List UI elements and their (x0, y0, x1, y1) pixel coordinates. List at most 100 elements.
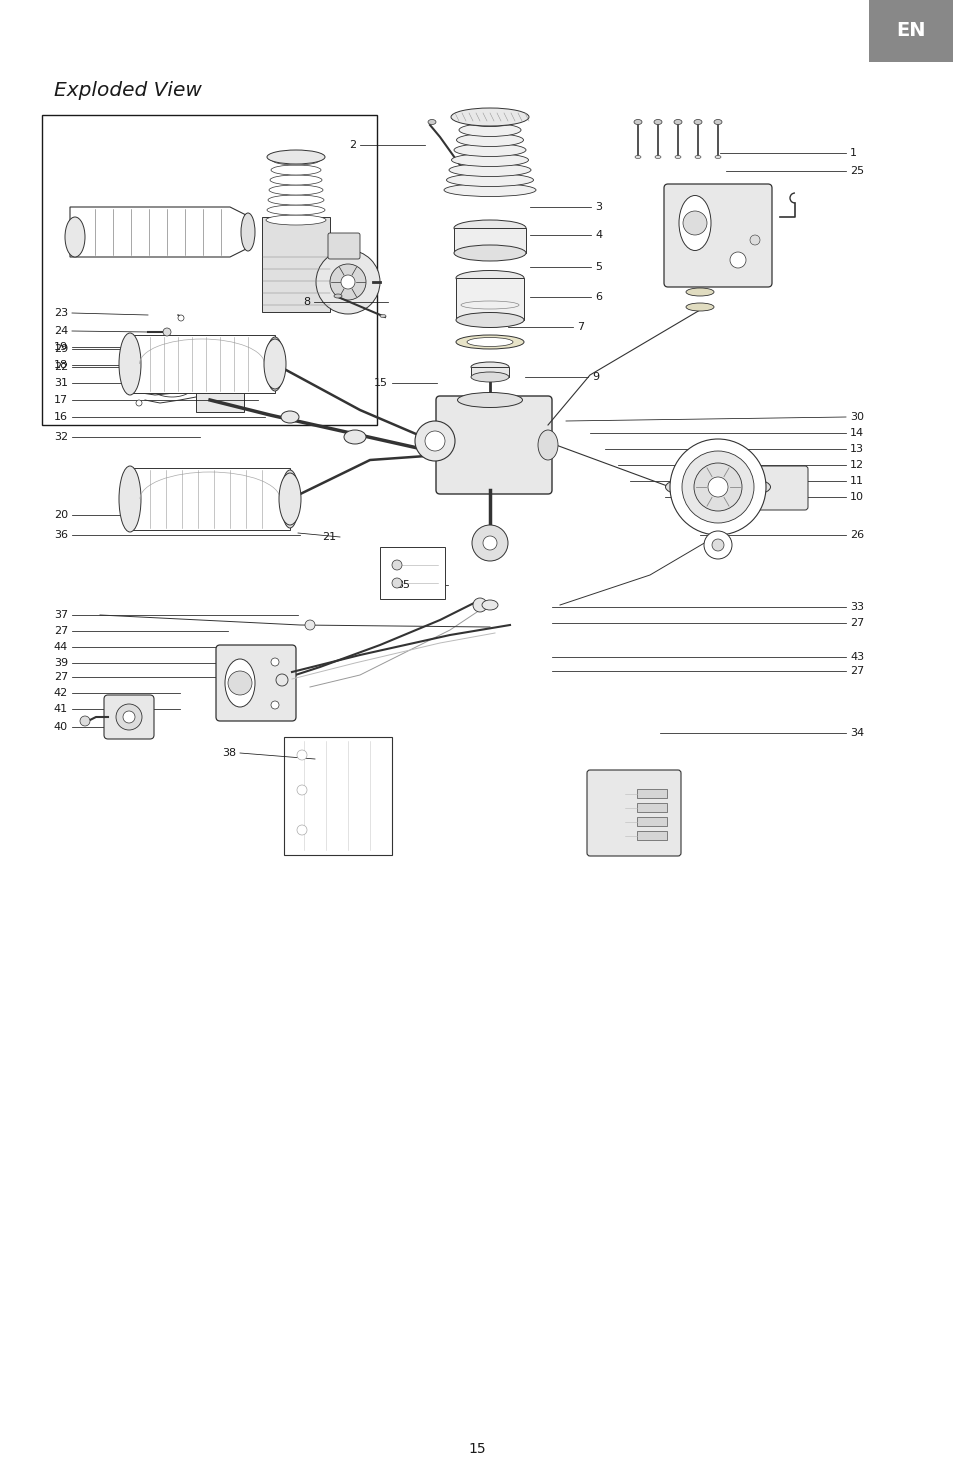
Text: 35: 35 (395, 580, 410, 590)
Ellipse shape (456, 134, 523, 146)
Ellipse shape (428, 119, 436, 124)
Bar (379, 547, 444, 599)
Ellipse shape (271, 165, 320, 176)
Ellipse shape (379, 314, 386, 317)
Text: 27: 27 (849, 667, 863, 676)
Circle shape (482, 535, 497, 550)
Circle shape (340, 274, 355, 289)
Ellipse shape (655, 155, 660, 158)
Ellipse shape (471, 372, 509, 382)
Circle shape (669, 440, 765, 535)
Text: 26: 26 (849, 530, 863, 540)
Ellipse shape (451, 108, 529, 125)
Bar (637, 817, 666, 826)
Text: 25: 25 (849, 167, 863, 176)
Circle shape (473, 597, 486, 612)
Text: 12: 12 (849, 460, 863, 471)
Circle shape (729, 252, 745, 268)
Text: 22: 22 (53, 361, 68, 372)
Text: 4: 4 (595, 230, 601, 240)
Circle shape (116, 704, 142, 730)
Text: 10: 10 (849, 493, 863, 502)
Ellipse shape (267, 205, 325, 215)
Text: 7: 7 (577, 322, 583, 332)
Circle shape (415, 420, 455, 462)
Circle shape (424, 431, 444, 451)
Ellipse shape (281, 471, 298, 528)
Text: 42: 42 (53, 687, 68, 698)
Ellipse shape (685, 288, 713, 296)
Bar (284, 738, 392, 856)
Ellipse shape (695, 155, 700, 158)
Text: 18: 18 (53, 360, 68, 370)
Ellipse shape (635, 155, 640, 158)
Ellipse shape (119, 333, 141, 395)
Ellipse shape (449, 164, 531, 177)
Ellipse shape (634, 119, 641, 124)
Text: 31: 31 (54, 378, 68, 388)
Text: 19: 19 (53, 342, 68, 353)
Text: 23: 23 (53, 308, 68, 319)
Ellipse shape (266, 215, 326, 226)
Ellipse shape (278, 473, 301, 525)
Circle shape (707, 476, 727, 497)
Text: 9: 9 (592, 372, 598, 382)
Ellipse shape (281, 412, 298, 423)
Text: 17: 17 (53, 395, 68, 406)
Text: 24: 24 (53, 326, 68, 336)
Ellipse shape (451, 153, 528, 167)
Circle shape (749, 235, 760, 245)
Circle shape (80, 715, 90, 726)
Circle shape (392, 578, 401, 589)
Bar (130, 468, 290, 530)
Text: 2: 2 (349, 140, 355, 150)
Bar (130, 335, 274, 392)
Ellipse shape (443, 183, 536, 196)
Text: 36: 36 (54, 530, 68, 540)
Bar (456, 277, 523, 320)
Ellipse shape (454, 220, 525, 236)
Ellipse shape (461, 114, 518, 127)
Text: 34: 34 (849, 729, 863, 738)
Ellipse shape (264, 339, 286, 389)
Text: 27: 27 (53, 673, 68, 681)
Text: 38: 38 (222, 748, 235, 758)
Circle shape (472, 525, 507, 560)
Circle shape (271, 701, 278, 709)
Circle shape (136, 400, 142, 406)
Ellipse shape (654, 119, 661, 124)
Bar (454, 229, 525, 254)
Bar (457, 414, 522, 445)
Circle shape (296, 749, 307, 760)
Circle shape (315, 249, 379, 314)
Ellipse shape (713, 119, 721, 124)
FancyBboxPatch shape (436, 395, 552, 494)
Ellipse shape (675, 155, 680, 158)
Text: 41: 41 (53, 704, 68, 714)
Text: 15: 15 (468, 1443, 485, 1456)
Ellipse shape (266, 336, 284, 391)
FancyBboxPatch shape (663, 184, 771, 288)
Bar (637, 789, 666, 798)
Ellipse shape (269, 184, 323, 195)
Circle shape (296, 785, 307, 795)
Text: 27: 27 (849, 618, 863, 628)
Ellipse shape (456, 335, 523, 350)
Ellipse shape (456, 270, 523, 286)
Polygon shape (70, 207, 250, 257)
Text: 1: 1 (849, 148, 856, 158)
Ellipse shape (457, 392, 522, 407)
Ellipse shape (446, 174, 533, 186)
Ellipse shape (665, 475, 770, 500)
FancyBboxPatch shape (751, 466, 807, 510)
Text: 33: 33 (849, 602, 863, 612)
Circle shape (123, 711, 135, 723)
Ellipse shape (537, 431, 558, 460)
FancyBboxPatch shape (328, 233, 359, 260)
Ellipse shape (454, 143, 525, 156)
FancyBboxPatch shape (104, 695, 153, 739)
Bar (471, 367, 509, 378)
Ellipse shape (344, 431, 366, 444)
Ellipse shape (673, 119, 681, 124)
Ellipse shape (433, 432, 447, 457)
